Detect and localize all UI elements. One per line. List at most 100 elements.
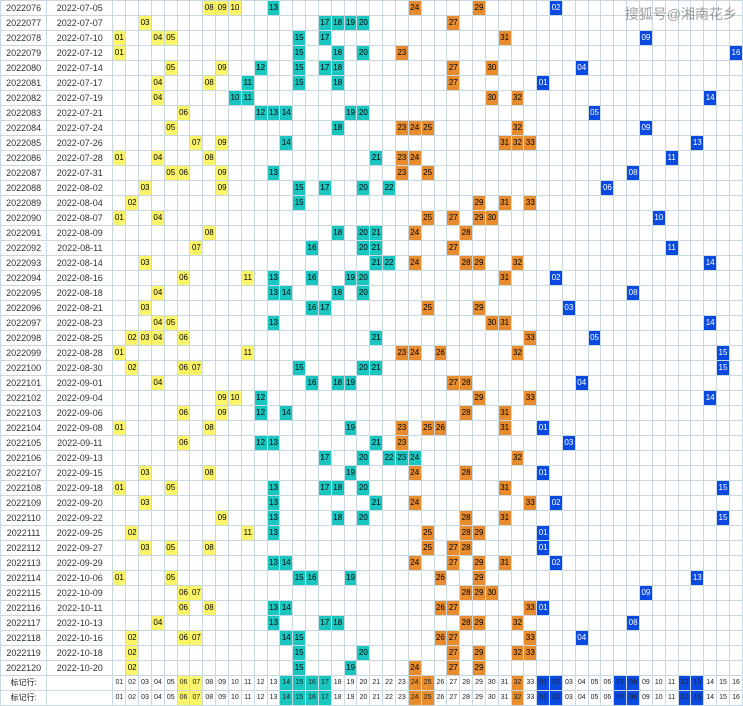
blue-cell bbox=[601, 541, 614, 556]
red-cell bbox=[280, 241, 293, 256]
red-cell: 27 bbox=[447, 646, 460, 661]
blue-cell: 02 bbox=[550, 496, 563, 511]
red-cell bbox=[151, 526, 164, 541]
blue-cell bbox=[691, 331, 704, 346]
red-cell: 15 bbox=[293, 46, 306, 61]
blue-cell bbox=[562, 331, 575, 346]
blue-cell bbox=[537, 586, 550, 601]
red-cell: 28 bbox=[460, 226, 473, 241]
serial-cell: 2022076 bbox=[1, 1, 47, 16]
header-red-cell: 15 bbox=[293, 691, 306, 706]
red-cell bbox=[318, 211, 331, 226]
red-cell bbox=[229, 526, 242, 541]
blue-cell bbox=[562, 361, 575, 376]
red-cell bbox=[216, 436, 229, 451]
red-cell bbox=[177, 226, 190, 241]
header-red-cell: 05 bbox=[164, 691, 177, 706]
blue-cell: 01 bbox=[537, 466, 550, 481]
blue-cell: 09 bbox=[640, 121, 653, 136]
red-cell bbox=[139, 421, 152, 436]
blue-cell bbox=[575, 436, 588, 451]
blue-cell bbox=[717, 151, 730, 166]
serial-cell: 2022088 bbox=[1, 181, 47, 196]
red-cell bbox=[139, 451, 152, 466]
blue-cell bbox=[562, 46, 575, 61]
blue-cell bbox=[550, 226, 563, 241]
red-cell bbox=[344, 316, 357, 331]
red-cell bbox=[421, 106, 434, 121]
red-cell bbox=[177, 1, 190, 16]
red-cell bbox=[229, 601, 242, 616]
red-cell bbox=[151, 301, 164, 316]
blue-cell bbox=[588, 211, 601, 226]
blue-cell bbox=[652, 646, 665, 661]
blue-cell bbox=[588, 586, 601, 601]
header-red-cell: 17 bbox=[318, 691, 331, 706]
blue-cell bbox=[575, 121, 588, 136]
red-cell: 12 bbox=[254, 61, 267, 76]
red-cell bbox=[241, 406, 254, 421]
red-cell bbox=[306, 361, 319, 376]
red-cell bbox=[216, 91, 229, 106]
red-cell bbox=[460, 661, 473, 676]
red-cell bbox=[151, 601, 164, 616]
red-cell: 24 bbox=[408, 346, 421, 361]
red-cell bbox=[370, 166, 383, 181]
blue-cell bbox=[640, 46, 653, 61]
red-cell bbox=[447, 586, 460, 601]
red-cell bbox=[357, 31, 370, 46]
header-red-cell: 09 bbox=[216, 676, 229, 691]
blue-cell bbox=[562, 556, 575, 571]
red-cell bbox=[254, 661, 267, 676]
red-cell bbox=[370, 91, 383, 106]
serial-cell: 2022109 bbox=[1, 496, 47, 511]
red-cell bbox=[229, 361, 242, 376]
red-cell bbox=[421, 241, 434, 256]
blue-cell bbox=[640, 511, 653, 526]
header-blue-cell: 15 bbox=[717, 691, 730, 706]
red-cell bbox=[318, 106, 331, 121]
red-cell bbox=[151, 136, 164, 151]
red-cell bbox=[151, 466, 164, 481]
blue-cell bbox=[537, 331, 550, 346]
red-cell bbox=[229, 46, 242, 61]
blue-cell bbox=[665, 391, 678, 406]
red-cell bbox=[421, 46, 434, 61]
red-cell bbox=[383, 436, 396, 451]
red-cell bbox=[357, 616, 370, 631]
red-cell bbox=[524, 301, 537, 316]
trend-row: 20221082022-09-180105131718203115 bbox=[1, 481, 743, 496]
blue-cell bbox=[601, 376, 614, 391]
blue-cell bbox=[537, 271, 550, 286]
blue-cell bbox=[665, 226, 678, 241]
red-cell: 20 bbox=[357, 286, 370, 301]
blue-cell bbox=[601, 631, 614, 646]
red-cell bbox=[216, 151, 229, 166]
red-cell bbox=[203, 16, 216, 31]
red-cell: 13 bbox=[267, 526, 280, 541]
red-cell bbox=[203, 496, 216, 511]
blue-cell bbox=[717, 631, 730, 646]
blue-cell bbox=[640, 241, 653, 256]
red-cell bbox=[139, 391, 152, 406]
blue-cell bbox=[652, 496, 665, 511]
red-cell bbox=[280, 361, 293, 376]
red-cell bbox=[395, 256, 408, 271]
red-cell bbox=[267, 136, 280, 151]
red-cell bbox=[485, 166, 498, 181]
blue-cell bbox=[627, 316, 640, 331]
blue-cell bbox=[704, 136, 717, 151]
red-cell bbox=[280, 586, 293, 601]
red-cell bbox=[177, 286, 190, 301]
red-cell: 20 bbox=[357, 241, 370, 256]
red-cell bbox=[357, 76, 370, 91]
red-cell bbox=[485, 181, 498, 196]
red-cell bbox=[511, 391, 524, 406]
red-cell: 29 bbox=[473, 301, 486, 316]
red-cell bbox=[498, 616, 511, 631]
blue-cell bbox=[640, 466, 653, 481]
red-cell: 03 bbox=[139, 331, 152, 346]
red-cell bbox=[421, 556, 434, 571]
serial-cell: 2022101 bbox=[1, 376, 47, 391]
red-cell bbox=[318, 436, 331, 451]
